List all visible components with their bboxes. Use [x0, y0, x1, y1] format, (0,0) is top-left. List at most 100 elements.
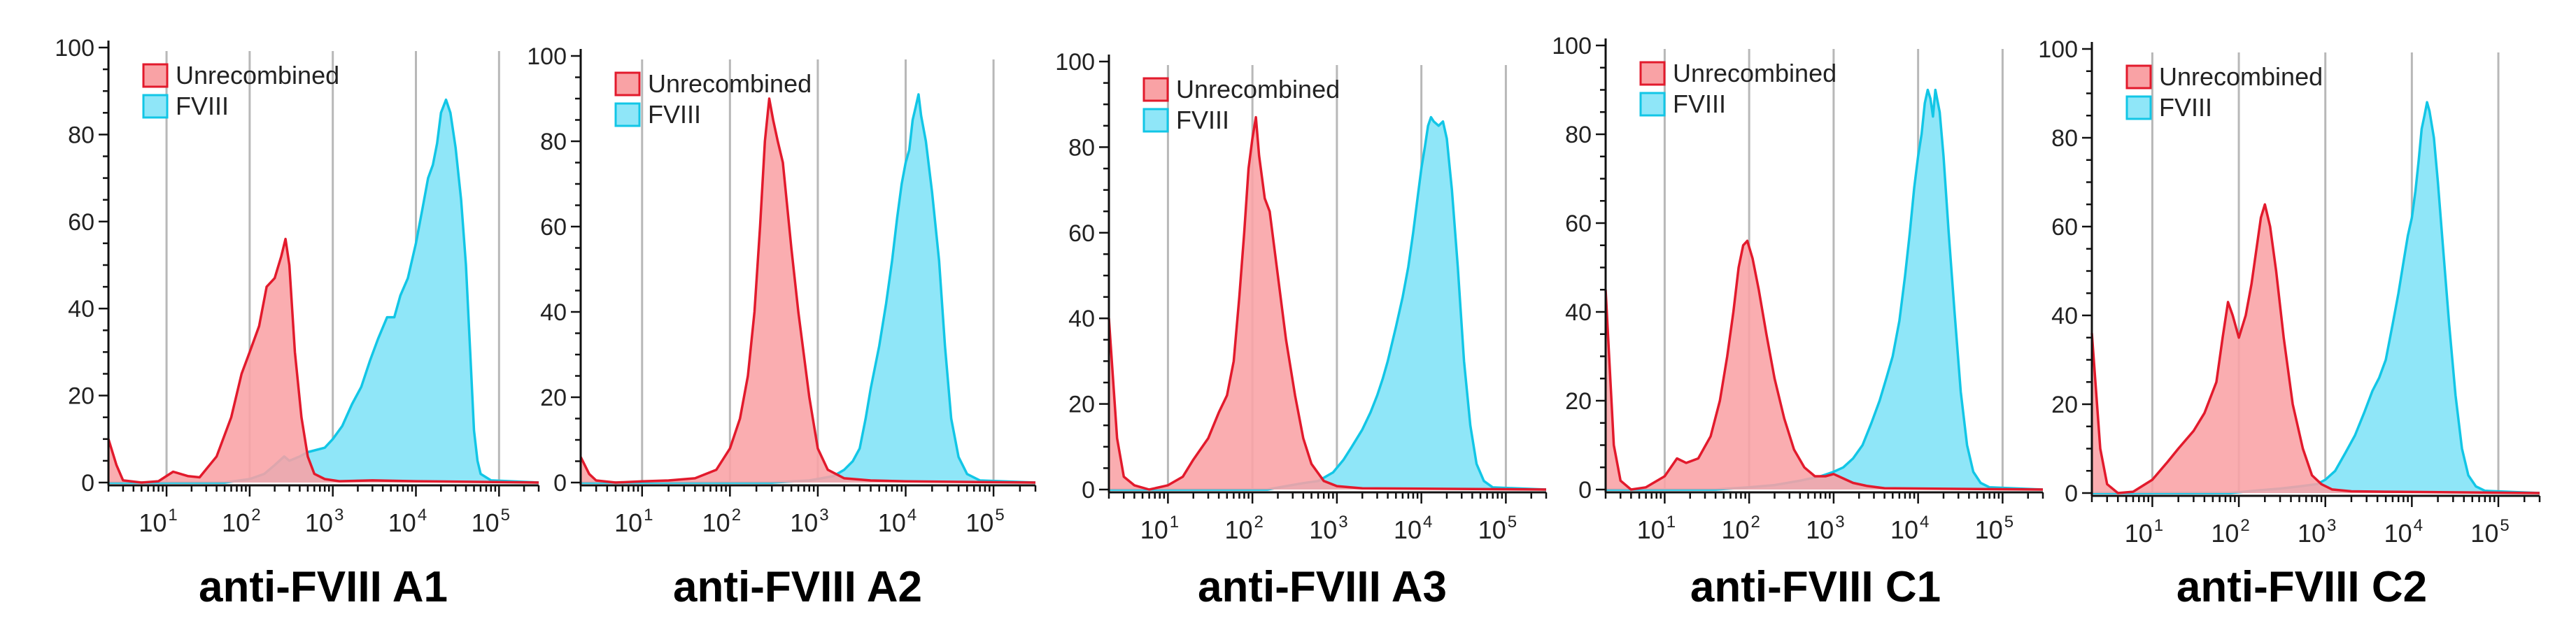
series-area-fviii	[1606, 90, 2043, 490]
y-tick-label: 0	[81, 470, 94, 497]
x-tick-label: 103	[2298, 516, 2336, 548]
legend-label-unrecombined: Unrecombined	[176, 61, 339, 90]
series-line-unrecombined	[579, 97, 1036, 484]
x-tick-label: 101	[139, 506, 177, 537]
x-tick-label: 104	[878, 506, 917, 537]
series-area-unrecombined	[1606, 241, 2043, 490]
x-tick-label: 105	[965, 506, 1004, 537]
legend-label-unrecombined: Unrecombined	[1673, 59, 1837, 87]
legend-label-unrecombined: Unrecombined	[1176, 75, 1340, 104]
series-line-unrecombined	[1604, 239, 2044, 491]
y-tick-label: 20	[68, 383, 94, 410]
histogram-panel-4: 0 20 40 60 80 100 101 102 103 104 105 Unrecombined F…	[1552, 33, 2044, 611]
y-tick-label: 100	[1055, 49, 1095, 76]
legend-swatch-fviii	[614, 102, 641, 127]
series-area-fviii	[581, 94, 1035, 483]
x-tick-label: 104	[2384, 516, 2423, 548]
x-tick-label: 103	[1806, 513, 1844, 544]
panel-title: anti-FVIII C2	[2177, 563, 2427, 611]
series-line-unrecombined	[107, 237, 539, 484]
x-tick-label: 103	[1309, 513, 1347, 544]
histogram-panel-3: 0 20 40 60 80 100 101 102 103 104 105 UnrecombinedF…	[1055, 49, 1548, 611]
series-line-fviii	[2092, 101, 2540, 494]
series-line-fviii	[1109, 115, 1547, 491]
y-tick-label: 0	[1082, 477, 1095, 504]
y-tick-label: 20	[1565, 388, 1592, 415]
legend-swatch-unrecombined	[142, 63, 169, 88]
y-tick-label: 100	[527, 43, 567, 70]
legend-label-fviii: FVIII	[2159, 93, 2212, 122]
panel-title: anti-FVIII A2	[673, 563, 922, 611]
legend-swatch-unrecombined	[1639, 61, 1666, 86]
legend: Unrecombined FVIII	[1639, 59, 1837, 118]
y-tick-label: 40	[68, 296, 94, 322]
panel-title: anti-FVIII C1	[1690, 563, 1941, 611]
legend-swatch-unrecombined	[614, 71, 641, 97]
legend-swatch-fviii	[1639, 92, 1666, 117]
legend-swatch-fviii	[2125, 95, 2152, 120]
x-tick-label: 102	[1224, 513, 1263, 544]
y-tick-label: 60	[1068, 220, 1095, 247]
y-tick-label: 80	[2051, 125, 2078, 152]
x-tick-label: 105	[1478, 513, 1517, 544]
histogram-panel-1: 0 20 40 60 80 100 101 102 103 104 105 UnrecombinedF…	[55, 35, 540, 611]
x-tick-label: 102	[222, 506, 260, 537]
legend-label-fviii: FVIII	[1176, 106, 1229, 134]
legend-label-unrecombined: Unrecombined	[2159, 62, 2323, 91]
x-tick-label: 102	[2211, 516, 2249, 548]
series-area-fviii	[1109, 117, 1546, 490]
panel-title: anti-FVIII A3	[1198, 563, 1447, 611]
y-tick-label: 40	[2051, 303, 2078, 329]
x-tick-label: 105	[472, 506, 510, 537]
x-tick-label: 101	[1140, 513, 1179, 544]
y-tick-label: 100	[55, 35, 94, 62]
series-area-fviii	[2092, 102, 2540, 493]
y-tick-label: 40	[1565, 299, 1592, 326]
panel-title: anti-FVIII A1	[199, 563, 448, 611]
x-tick-label: 105	[2470, 516, 2509, 548]
y-tick-label: 60	[68, 209, 94, 236]
y-tick-label: 60	[2051, 214, 2078, 241]
x-tick-label: 104	[1890, 513, 1929, 544]
legend-label-fviii: FVIII	[1673, 90, 1726, 118]
y-tick-label: 60	[1565, 211, 1592, 237]
legend-swatch-unrecombined	[2125, 64, 2152, 90]
y-tick-label: 80	[68, 122, 94, 148]
x-tick-label: 101	[1637, 513, 1676, 544]
y-tick-label: 80	[540, 129, 567, 155]
y-tick-label: 40	[1068, 306, 1095, 332]
legend-label-fviii: FVIII	[648, 100, 701, 129]
x-tick-label: 101	[614, 506, 653, 537]
y-tick-label: 0	[553, 470, 567, 497]
series-line-unrecombined	[1107, 115, 1547, 491]
x-tick-label: 103	[305, 506, 344, 537]
x-tick-label: 102	[702, 506, 741, 537]
series-area-unrecombined	[2092, 204, 2540, 493]
series-line-fviii	[581, 93, 1036, 484]
y-tick-label: 20	[540, 385, 567, 411]
y-tick-label: 80	[1565, 122, 1592, 148]
legend-label-fviii: FVIII	[176, 92, 229, 120]
x-tick-label: 104	[1394, 513, 1432, 544]
x-tick-label: 104	[388, 506, 427, 537]
x-tick-label: 101	[2125, 516, 2163, 548]
histogram-panel-5: 0 20 40 60 80 100 101 102 103 104 105 UnrecombinedF…	[2038, 36, 2541, 611]
series-area-unrecombined	[581, 99, 1035, 483]
series-line-unrecombined	[2090, 203, 2540, 494]
y-tick-label: 80	[1068, 134, 1095, 161]
y-tick-label: 40	[540, 299, 567, 326]
y-tick-label: 0	[2065, 480, 2078, 507]
legend-swatch-fviii	[1142, 108, 1169, 133]
y-tick-label: 0	[1578, 477, 1592, 504]
series-line-fviii	[1606, 88, 2044, 491]
y-tick-label: 100	[2038, 36, 2078, 63]
series-area-unrecombined	[1109, 117, 1546, 490]
legend-swatch-unrecombined	[1142, 77, 1169, 102]
y-tick-label: 100	[1552, 33, 1592, 59]
legend-swatch-fviii	[142, 94, 169, 119]
